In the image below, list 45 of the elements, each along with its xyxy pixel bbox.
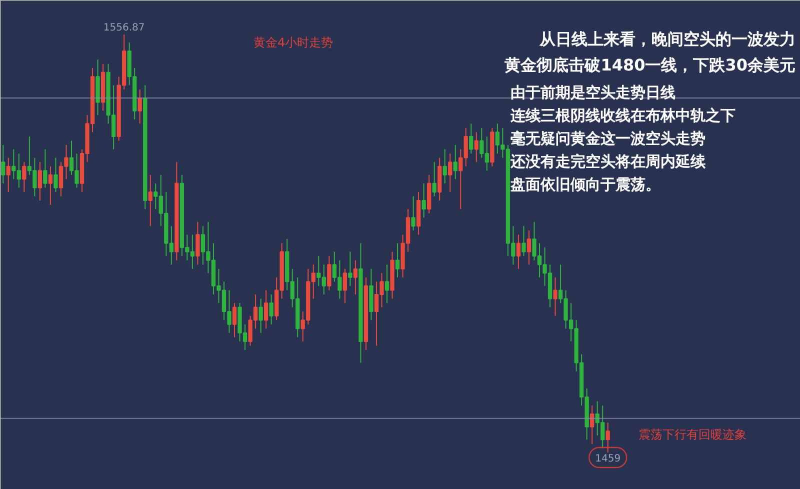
text: 震荡下行有回暖迹象 bbox=[638, 428, 746, 442]
annotation: 还没有走完空头将在周内延续 bbox=[510, 152, 706, 170]
candlestick bbox=[43, 148, 48, 188]
annotation: 毫无疑问黄金这一波空头走势 bbox=[510, 130, 706, 148]
annotation: 连续三根阴线收线在布林中轨之下 bbox=[510, 106, 736, 124]
candlestick bbox=[395, 242, 400, 278]
candlestick bbox=[411, 196, 416, 231]
candlestick bbox=[590, 405, 594, 444]
annotation: 1459 bbox=[595, 454, 621, 464]
annotation: 盘面依旧倾向于震荡。 bbox=[510, 176, 660, 194]
candlestick bbox=[353, 260, 358, 295]
candlestick bbox=[606, 422, 610, 453]
candlestick bbox=[448, 153, 452, 192]
candlestick bbox=[516, 234, 521, 270]
annotation: 黄金彻底击破1480一线，下跌30余美元 bbox=[504, 56, 796, 74]
candlestick bbox=[138, 88, 142, 124]
candlestick bbox=[196, 221, 200, 266]
candlestick bbox=[22, 162, 26, 192]
candlestick bbox=[258, 298, 263, 334]
candlestick bbox=[442, 148, 447, 184]
candlestick bbox=[553, 276, 558, 316]
candlestick bbox=[342, 268, 348, 304]
candlestick bbox=[348, 251, 352, 286]
candlestick bbox=[327, 256, 332, 291]
candlestick bbox=[48, 166, 53, 206]
candlestick bbox=[432, 162, 436, 197]
annotation: 1556.87 bbox=[103, 22, 145, 34]
candlestick bbox=[526, 230, 532, 266]
candlestick bbox=[522, 226, 526, 257]
candlestick bbox=[6, 157, 10, 192]
candlestick bbox=[469, 123, 474, 154]
candlestick bbox=[453, 144, 458, 180]
candlestick bbox=[264, 290, 268, 330]
candlestick bbox=[474, 132, 478, 163]
candlestick bbox=[269, 294, 274, 325]
candlestick bbox=[148, 174, 152, 227]
candlestick bbox=[384, 264, 390, 304]
annotation: 从日线上来看，晚间空头的一波发力 bbox=[538, 30, 796, 48]
candlestick bbox=[422, 182, 426, 218]
candlestick bbox=[38, 162, 42, 202]
chart-title: 黄金4小时走势 bbox=[254, 36, 334, 50]
annotation: 由于前期是空头走势日线 bbox=[510, 84, 676, 102]
candlestick bbox=[1, 144, 6, 184]
candlestick bbox=[232, 302, 237, 338]
candlestick bbox=[54, 157, 58, 192]
